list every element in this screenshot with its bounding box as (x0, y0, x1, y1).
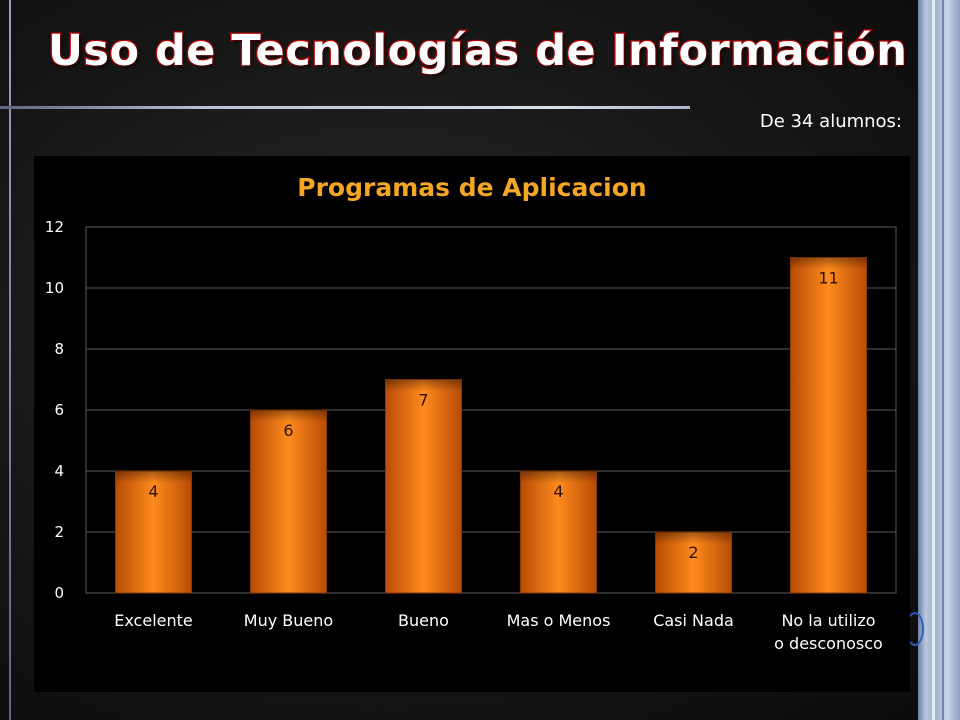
y-tick-label: 2 (54, 523, 64, 541)
x-tick-label: No la utilizo o desconosco (774, 611, 883, 653)
data-label: 7 (418, 391, 428, 410)
chart-panel: Programas de Aplicacion 0 2 4 6 8 10 12 4 6 7 4 2 1… (34, 156, 910, 692)
decorative-arc (906, 612, 924, 646)
right-decorative-band (918, 0, 960, 720)
x-tick-label: Excelente (114, 611, 192, 630)
data-label: 4 (553, 482, 563, 501)
bar-top-shade (520, 471, 597, 501)
x-tick-label: Casi Nada (653, 611, 734, 630)
y-tick-label: 6 (54, 401, 64, 419)
gridlines (85, 226, 897, 594)
plot-area (85, 226, 897, 594)
bar (385, 379, 462, 594)
x-tick-label: Bueno (398, 611, 449, 630)
y-tick-label: 0 (54, 584, 64, 602)
bar (250, 409, 327, 594)
bars (115, 257, 867, 594)
bar (790, 257, 867, 594)
y-tick-label: 12 (45, 218, 64, 236)
bar-top-shade (790, 257, 867, 288)
data-labels: 4 6 7 4 2 11 (148, 269, 838, 563)
data-label: 2 (688, 543, 698, 562)
data-label: 6 (283, 421, 293, 440)
bar-top-shade (250, 410, 327, 440)
title-underline (0, 106, 690, 109)
x-tick-label: Mas o Menos (507, 611, 611, 630)
slide-title: Uso de Tecnologías de Información (47, 25, 908, 78)
left-border-line (9, 0, 11, 720)
data-label: 11 (818, 269, 838, 288)
data-label: 4 (148, 482, 158, 501)
y-axis: 0 2 4 6 8 10 12 (45, 218, 64, 602)
slide-subtitle: De 34 alumnos: (759, 111, 902, 132)
bar-chart: Programas de Aplicacion 0 2 4 6 8 10 12 4 6 7 4 2 1… (45, 173, 897, 653)
y-tick-label: 10 (45, 279, 64, 297)
y-tick-label: 8 (54, 340, 64, 358)
bar-top-shade (385, 379, 462, 410)
y-tick-label: 4 (54, 462, 64, 480)
chart-title: Programas de Aplicacion (297, 173, 646, 202)
x-tick-label: Muy Bueno (244, 611, 333, 630)
bar-top-shade (115, 471, 192, 501)
bar-top-shade (655, 532, 732, 562)
x-axis: Excelente Muy Bueno Bueno Mas o Menos Casi N… (114, 611, 883, 653)
